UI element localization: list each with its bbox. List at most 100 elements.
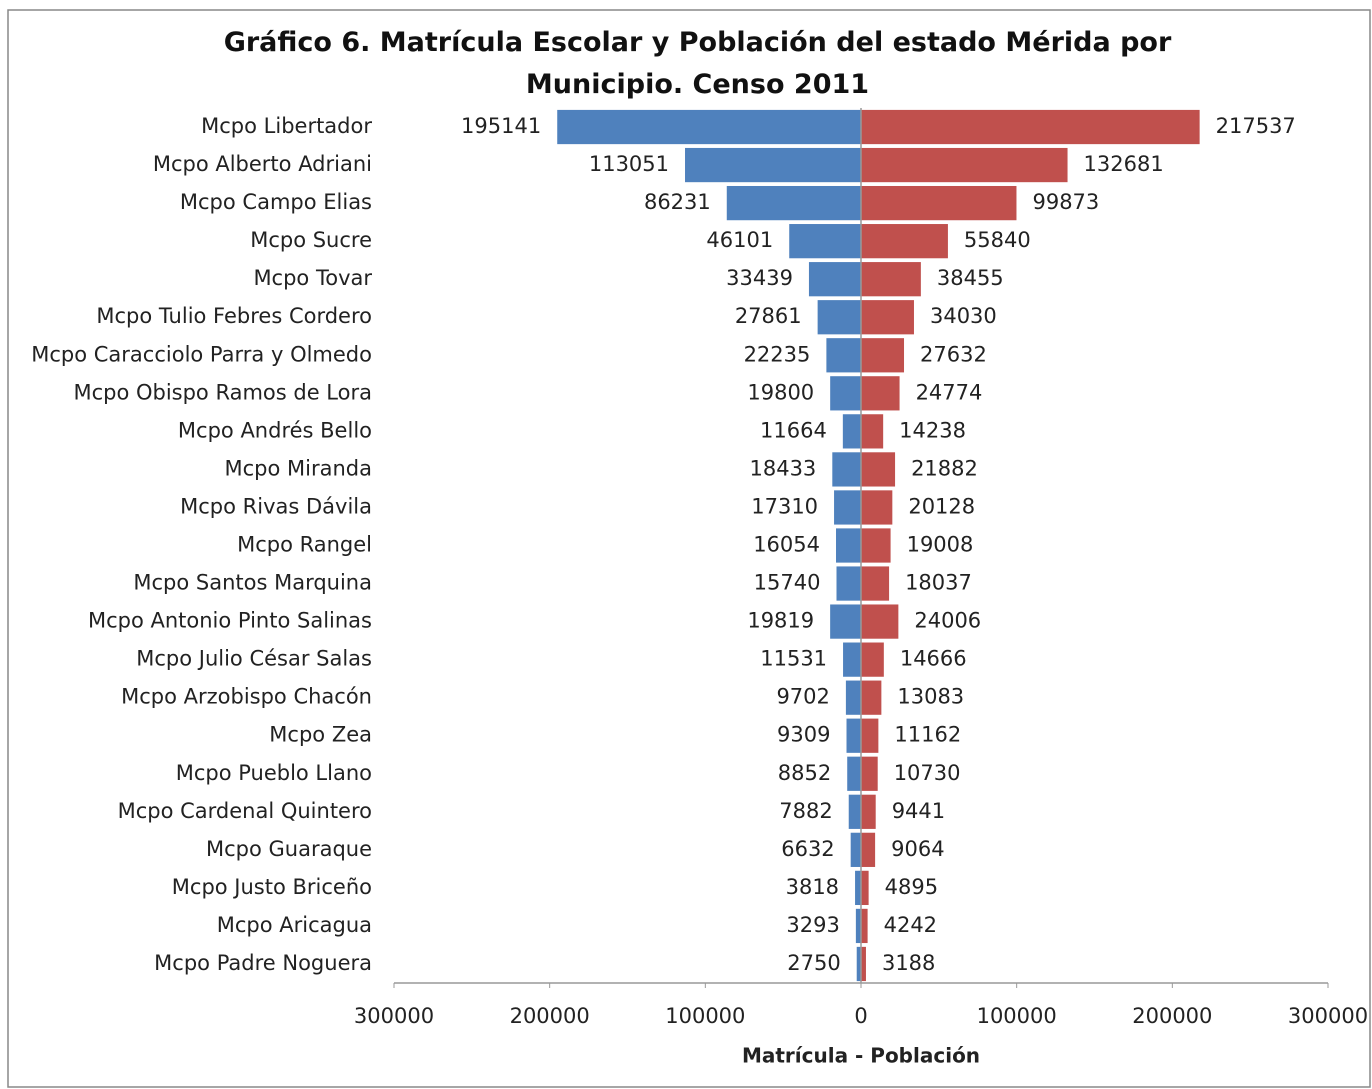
y-tick-label: Mcpo Rangel <box>237 533 372 557</box>
bar <box>861 185 1017 221</box>
data-label: 10730 <box>894 761 961 785</box>
y-tick-label: Mcpo Tulio Febres Cordero <box>96 304 372 328</box>
y-tick-label: Mcpo Rivas Dávila <box>180 494 372 518</box>
x-tick-label: 0 <box>854 1004 867 1028</box>
bar <box>826 338 861 373</box>
bar <box>836 528 861 563</box>
data-label: 9064 <box>891 837 944 861</box>
bar <box>861 756 878 791</box>
data-label: 11664 <box>760 418 827 442</box>
y-tick-label: Mcpo Aricagua <box>217 913 372 937</box>
bar <box>856 946 861 982</box>
data-label: 113051 <box>589 152 669 176</box>
data-label: 8852 <box>778 761 831 785</box>
data-label: 19819 <box>747 609 814 633</box>
data-label: 21882 <box>911 456 978 480</box>
data-label: 24006 <box>914 609 981 633</box>
data-label: 86231 <box>644 190 711 214</box>
x-tick-label: 100000 <box>977 1004 1057 1028</box>
bar <box>861 109 1200 145</box>
y-tick-label: Mcpo Tovar <box>253 266 372 290</box>
bar <box>855 908 861 944</box>
x-tick-label: 200000 <box>510 1004 590 1028</box>
data-label: 15740 <box>754 571 821 595</box>
bar <box>830 376 861 411</box>
bar <box>861 262 921 297</box>
data-label: 33439 <box>726 266 793 290</box>
data-label: 7882 <box>779 799 832 823</box>
bar <box>861 452 896 487</box>
bar <box>861 338 905 373</box>
bar <box>861 300 914 335</box>
data-label: 9309 <box>777 723 830 747</box>
data-label: 46101 <box>706 228 773 252</box>
bar <box>848 794 861 829</box>
bar <box>834 490 861 525</box>
data-label: 16054 <box>753 533 820 557</box>
y-tick-label: Mcpo Arzobispo Chacón <box>121 685 372 709</box>
data-label: 13083 <box>897 685 964 709</box>
chart-border <box>7 9 1371 1088</box>
data-label: 6632 <box>781 837 834 861</box>
data-label: 34030 <box>930 304 997 328</box>
bar <box>861 870 869 906</box>
data-label: 3293 <box>786 913 839 937</box>
bar <box>861 414 884 449</box>
y-tick-label: Mcpo Zea <box>269 723 372 747</box>
bar <box>861 147 1068 183</box>
bar <box>836 566 861 601</box>
bar <box>685 147 861 183</box>
x-tick-label: 300000 <box>1288 1004 1368 1028</box>
data-label: 195141 <box>461 114 541 138</box>
data-label: 9702 <box>776 685 829 709</box>
x-tick-label: 100000 <box>665 1004 745 1028</box>
bar <box>808 262 861 297</box>
data-label: 17310 <box>751 494 818 518</box>
y-tick-label: Mcpo Alberto Adriani <box>153 152 372 176</box>
data-label: 14666 <box>900 647 967 671</box>
data-label: 18433 <box>749 456 816 480</box>
x-axis-label: Matrícula - Población <box>742 1044 980 1068</box>
y-tick-label: Mcpo Julio César Salas <box>136 647 372 671</box>
bar <box>861 946 866 982</box>
bar <box>861 224 948 259</box>
bar <box>861 566 890 601</box>
bar <box>557 109 861 145</box>
y-tick-label: Mcpo Obispo Ramos de Lora <box>73 380 372 404</box>
data-label: 4242 <box>884 913 937 937</box>
y-tick-label: Mcpo Antonio Pinto Salinas <box>88 609 372 633</box>
data-label: 22235 <box>744 342 811 366</box>
bar <box>861 376 900 411</box>
bar <box>847 756 861 791</box>
y-tick-label: Mcpo Sucre <box>250 228 372 252</box>
data-label: 3188 <box>882 951 935 975</box>
bar <box>861 908 868 944</box>
bar <box>789 224 861 259</box>
y-tick-label: Mcpo Justo Briceño <box>172 875 372 899</box>
y-tick-label: Mcpo Santos Marquina <box>133 571 372 595</box>
data-label: 19008 <box>907 533 974 557</box>
bar <box>830 604 861 639</box>
data-label: 11162 <box>894 723 961 747</box>
bar <box>861 794 876 829</box>
y-tick-label: Mcpo Caracciolo Parra y Olmedo <box>31 342 372 366</box>
bar <box>850 832 861 867</box>
bar <box>861 718 879 753</box>
data-label: 4895 <box>885 875 938 899</box>
data-label: 99873 <box>1032 190 1099 214</box>
data-label: 9441 <box>892 799 945 823</box>
bar <box>843 642 861 677</box>
bar <box>855 870 861 906</box>
bar <box>817 300 861 335</box>
y-tick-label: Mcpo Guaraque <box>206 837 372 861</box>
y-tick-label: Mcpo Andrés Bello <box>178 418 372 442</box>
data-label: 14238 <box>899 418 966 442</box>
bar <box>861 528 891 563</box>
y-tick-label: Mcpo Miranda <box>225 456 372 480</box>
data-label: 55840 <box>964 228 1031 252</box>
data-label: 20128 <box>908 494 975 518</box>
bar <box>861 490 893 525</box>
data-label: 3818 <box>786 875 839 899</box>
data-label: 11531 <box>760 647 827 671</box>
